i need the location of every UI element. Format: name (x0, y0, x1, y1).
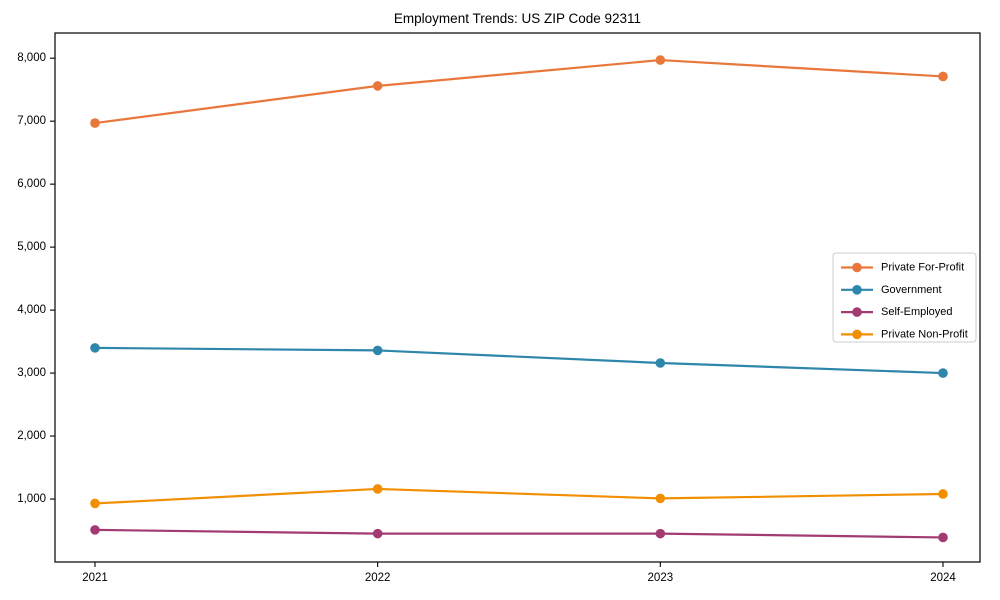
series-self-employed (90, 525, 948, 543)
legend-entry-private-non-profit: Private Non-Profit (841, 328, 968, 340)
data-point (938, 368, 948, 378)
legend-marker-icon (852, 285, 862, 295)
legend-marker-icon (852, 262, 862, 273)
legend-label: Government (881, 284, 942, 296)
legend-box (832, 252, 977, 343)
legend-label: Private For-Profit (881, 262, 964, 274)
data-point (938, 71, 948, 82)
data-point (90, 343, 100, 353)
series-line (94, 528, 944, 539)
data-point (372, 484, 383, 494)
y-tick-label-7000: 7,000 (17, 115, 46, 127)
y-tick-label-1000: 1,000 (17, 493, 46, 505)
legend-entry-self-employed: Self-Employed (841, 306, 953, 318)
series-line (94, 58, 944, 125)
legend-marker-icon (852, 329, 862, 340)
data-point (90, 118, 100, 128)
data-point (655, 55, 666, 65)
data-point (90, 498, 100, 509)
x-tick-label-2022: 2022 (365, 572, 391, 584)
legend-entry-government: Government (841, 284, 942, 296)
legend-label: Private Non-Profit (881, 328, 968, 340)
series-line (94, 346, 944, 375)
data-point (938, 489, 948, 499)
y-tick-label-4000: 4,000 (17, 304, 46, 316)
y-tick-label-6000: 6,000 (17, 178, 46, 190)
data-point (655, 528, 666, 539)
series-line (94, 487, 944, 505)
x-tick-label-2023: 2023 (648, 572, 674, 584)
x-tick-label-2021: 2021 (82, 572, 108, 584)
legend-marker-icon (852, 307, 862, 317)
data-point (372, 345, 383, 356)
data-point (90, 525, 100, 535)
y-tick-label-5000: 5,000 (17, 241, 46, 253)
y-tick-label-3000: 3,000 (17, 367, 46, 379)
data-point (938, 532, 948, 543)
data-point (655, 493, 666, 504)
series-private-for-profit (90, 55, 948, 128)
y-tick-label-2000: 2,000 (17, 430, 46, 442)
y-tick-label-8000: 8,000 (17, 52, 46, 64)
x-tick-label-2024: 2024 (930, 572, 956, 584)
legend-entry-private-for-profit: Private For-Profit (841, 262, 964, 274)
data-point (372, 81, 383, 91)
chart-title: Employment Trends: US ZIP Code 92311 (393, 11, 642, 26)
data-point (655, 358, 666, 368)
series-government (90, 343, 948, 378)
series-private-non-profit (90, 484, 948, 509)
data-point (372, 528, 383, 539)
legend: Private For-Profit Government Self-Employe… (832, 252, 977, 343)
plot-area (54, 32, 981, 563)
legend-label: Self-Employed (881, 306, 953, 318)
